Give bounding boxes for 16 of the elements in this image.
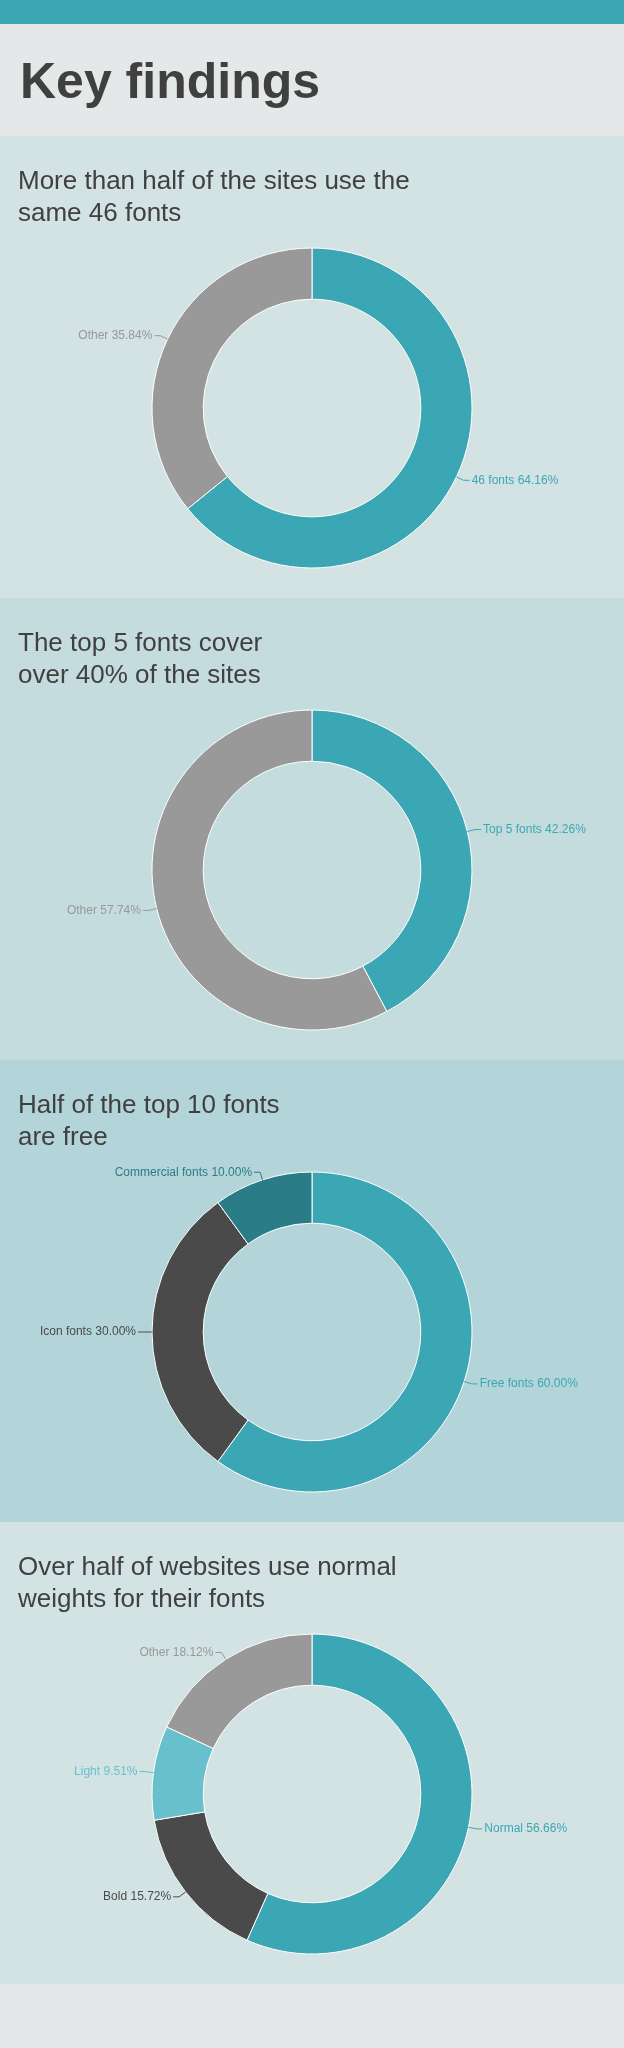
text: Key findings (20, 52, 322, 110)
slice-label: 46 fonts 64.16% (471, 472, 559, 487)
chart-title: The top 5 fonts cover over 40% of the sites (18, 626, 264, 690)
slice-label: Top 5 fonts 42.26% (483, 821, 587, 836)
chart-title: More than half of the sites use the same 46 fonts (18, 164, 411, 228)
chart-title: Half of the top 10 fonts are free (18, 1088, 281, 1152)
slice-label: Commercial fonts 10.00% (114, 1164, 253, 1179)
slice-label: Bold 15.72% (103, 1889, 172, 1904)
slice-label: Other 35.84% (78, 328, 153, 343)
slice-label: Free fonts 60.00% (479, 1376, 579, 1391)
chart-title: Over half of websites use normal weights for their fonts (18, 1550, 398, 1614)
slice-label: Icon fonts 30.00% (39, 1324, 137, 1339)
slice-label: Normal 56.66% (484, 1821, 568, 1836)
slice-label: Other 57.74% (66, 902, 142, 917)
slice-label: Light 9.51% (74, 1763, 138, 1778)
slice-label: Other 18.12% (139, 1644, 214, 1659)
